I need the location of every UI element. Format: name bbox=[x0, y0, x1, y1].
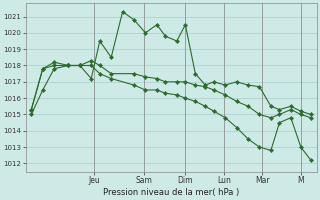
X-axis label: Pression niveau de la mer( hPa ): Pression niveau de la mer( hPa ) bbox=[103, 188, 239, 197]
